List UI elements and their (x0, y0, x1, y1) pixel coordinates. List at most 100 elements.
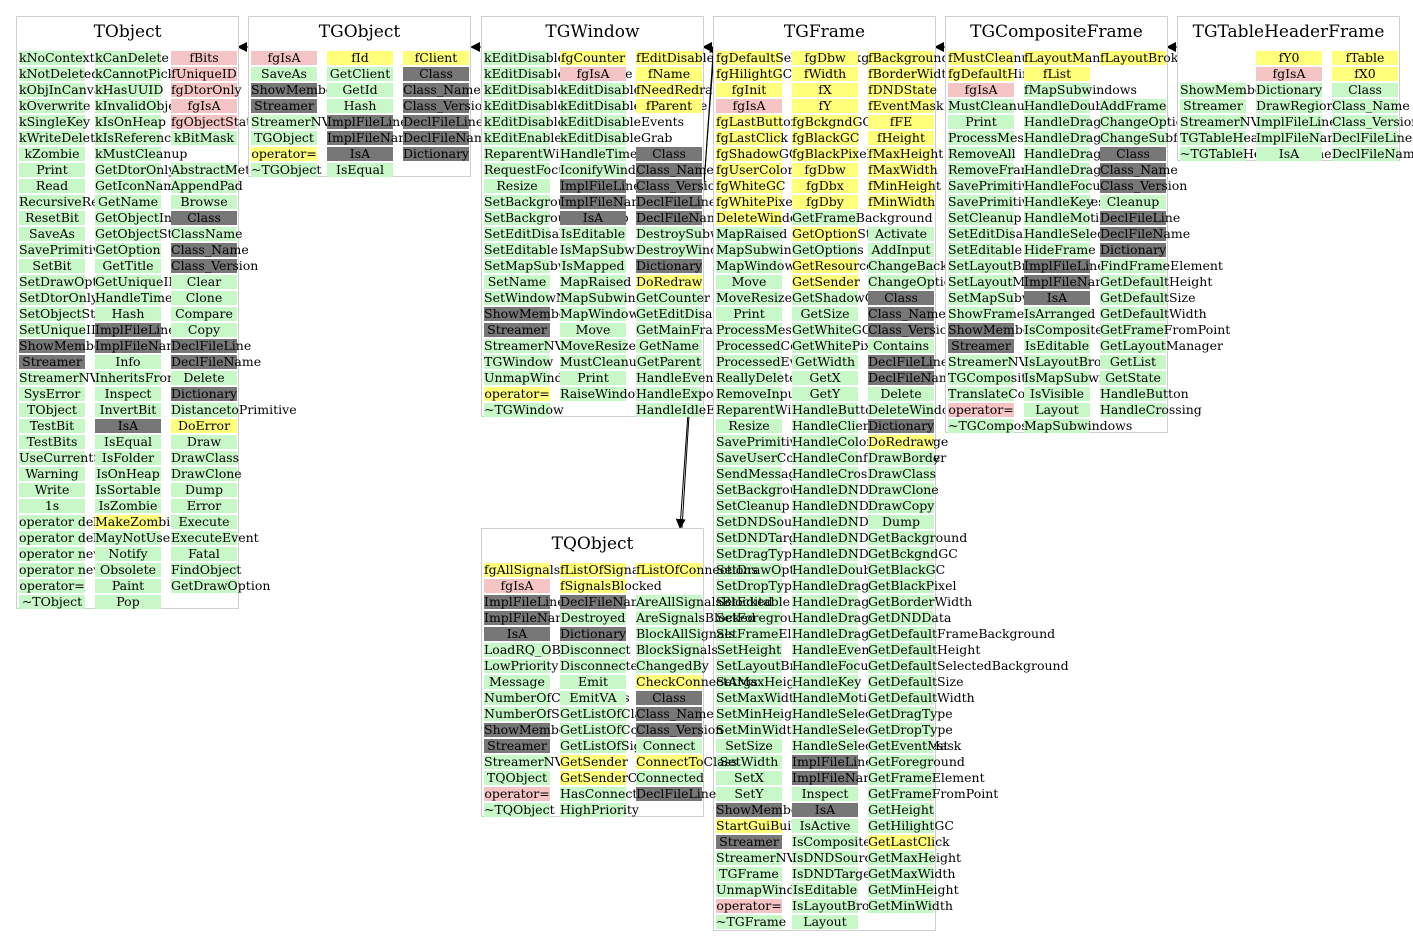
member-entry: fMinWidth (868, 194, 936, 209)
member-entry: ImplFileName (1024, 274, 1115, 289)
member-entry: IsEqual (95, 435, 161, 449)
member-entry: Print (716, 307, 782, 321)
member-entry: MakeZombie (95, 514, 178, 529)
member-entry: AddInput (868, 243, 934, 257)
member-entry: IsFolder (95, 451, 161, 465)
member-entry: Class_Name (868, 306, 946, 321)
member-entry: fList (1024, 67, 1090, 81)
member-entry: Message (484, 675, 550, 689)
member-entry: ProcessedEvent (716, 354, 818, 369)
member-entry: IsA (1024, 291, 1090, 305)
member-entry: DrawClone (171, 466, 242, 481)
member-entry: GetOptions (792, 242, 864, 257)
member-entry: DeleteWindowCalled (716, 210, 849, 225)
class-title: TGFrame (783, 22, 866, 42)
member-entry: kEditDisableGrab (560, 130, 673, 145)
member-entry: GetX (792, 371, 858, 385)
member-entry: HandleClientMessage (792, 418, 932, 433)
member-entry: SetDragType (716, 546, 800, 561)
member-entry: IsVisible (1024, 387, 1090, 401)
member-entry: IsOnHeap (95, 466, 161, 481)
member-entry: fgDtorOnly (171, 82, 242, 97)
member-entry: kEditDisable (560, 82, 642, 97)
member-entry: Class_Name (171, 242, 249, 257)
class-title: TGWindow (545, 22, 640, 42)
member-entry: HandleEvent (636, 370, 719, 385)
class-box-tgwindow: TGWindow kEditDisableHeight kEditDisableK… (481, 16, 765, 417)
member-entry: fgLastClick (716, 130, 788, 145)
member-entry: StreamerNVirtual (484, 338, 598, 353)
member-entry: HandleSelection (792, 706, 897, 721)
member-entry: kBitMask (171, 131, 237, 145)
member-entry: IsEditable (1024, 338, 1090, 353)
member-entry: MapSubwindows (560, 290, 669, 305)
member-entry: SetBackgroundPixmap (484, 210, 629, 225)
member-entry: GetMinWidth (868, 898, 953, 913)
member-entry: Class_Name (636, 162, 714, 177)
member-entry: Pop (95, 595, 161, 609)
member-entry: SetObjectStat (19, 306, 108, 321)
member-entry: HandleCrossing (1100, 402, 1202, 417)
member-entry: Class (1332, 83, 1398, 97)
member-entry: fTable (1332, 51, 1398, 65)
member-entry: kEditDisableWidth (484, 114, 603, 129)
member-entry: GetResourcePool (792, 258, 901, 273)
member-entry: Hash (95, 307, 161, 321)
member-entry: LowPriority (484, 658, 559, 673)
member-entry: ProcessedConfigure (716, 338, 844, 353)
member-entry: GetMainFrame (636, 322, 733, 337)
member-entry: Paint (95, 579, 161, 593)
member-entry: SetMinHeight (716, 706, 806, 721)
member-entry: fParent (636, 99, 702, 113)
member-entry: Dictionary (560, 626, 627, 641)
member-entry: MapSubwindows (716, 242, 825, 257)
member-entry: TGCompositeFrame (948, 370, 1075, 385)
member-entry: IsA (95, 419, 161, 433)
member-entry: kIsReferenced (95, 130, 187, 145)
member-entry: SetEditable (484, 242, 558, 257)
member-entry: GetList (1100, 355, 1166, 369)
member-entry: Resize (484, 179, 550, 193)
member-entry: Delete (868, 387, 934, 401)
member-entry: operator= (19, 578, 85, 593)
member-entry: DeclFileName (636, 210, 727, 225)
member-entry: AddFrame (1100, 98, 1167, 113)
member-entry: HandleDoubleClick (792, 562, 915, 577)
class-title: TQObject (551, 534, 634, 554)
member-entry: Streamer (484, 323, 550, 337)
member-entry: TGTableHeaderFrame (1180, 130, 1322, 145)
member-entry: Class_Name (1100, 162, 1178, 177)
member-entry: SetMapSubwindows (484, 258, 614, 273)
class-box-tobject: TObject kNoContextMenu kNotDeleted kObjInC… (16, 16, 297, 609)
member-entry: kEditDisableHeight (484, 50, 609, 65)
member-entry: Class_Version (1332, 114, 1413, 129)
class-title: TGTableHeaderFrame (1192, 22, 1385, 42)
member-entry: DrawRegion (1256, 98, 1335, 113)
member-entry: HandleDragLeave (792, 610, 907, 625)
member-entry: fClient (403, 51, 469, 65)
member-entry: Move (560, 323, 626, 337)
member-entry: Class_Name (636, 706, 714, 721)
member-entry: kHasUUID (95, 82, 164, 97)
member-entry: GetId (327, 83, 393, 97)
member-entry: ProcessMessage (716, 322, 822, 337)
member-entry: DeclFileLine (868, 354, 949, 369)
member-entry: Inspect (792, 787, 858, 801)
member-entry: fX (792, 83, 858, 97)
member-entry: HandleDNDPosition (792, 546, 920, 561)
member-entry: Clear (171, 275, 237, 289)
member-entry: Compare (171, 307, 237, 321)
member-entry: Dictionary (868, 418, 935, 433)
member-entry: Delete (171, 371, 237, 385)
member-entry: fName (636, 67, 702, 81)
member-entry: Class_Version (868, 322, 956, 337)
member-entry: RequestFocus (484, 162, 573, 177)
member-entry: GetOptionString (792, 226, 897, 241)
member-entry: fNeedRedraw (636, 82, 724, 97)
member-entry: SetDrawOption (19, 274, 117, 289)
member-entry: fgIsA (948, 83, 1014, 97)
member-entry: Contains (868, 339, 934, 353)
member-entry: Hash (327, 99, 393, 113)
member-entry: GetDrawOption (171, 578, 271, 593)
member-entry: TGObject (251, 131, 317, 145)
